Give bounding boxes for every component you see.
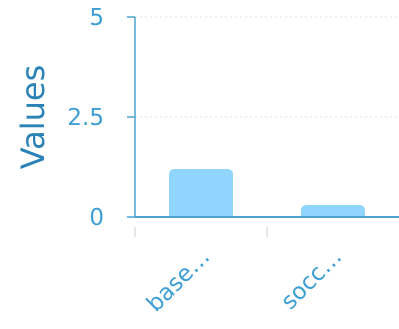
bar-1 <box>169 169 233 217</box>
x-tick-label: socc… <box>276 244 347 315</box>
bar-2 <box>301 205 365 217</box>
y-axis-title: Values <box>14 65 52 170</box>
axis-layer <box>127 16 399 237</box>
y-tick-label: 2.5 <box>67 105 104 131</box>
x-tick-label: base… <box>142 244 215 317</box>
bar-layer <box>169 169 365 217</box>
y-tick-label: 5 <box>89 5 104 31</box>
y-tick-label: 0 <box>89 205 104 231</box>
label-layer: 0 2.5 5 Values base… socc… <box>14 5 347 317</box>
